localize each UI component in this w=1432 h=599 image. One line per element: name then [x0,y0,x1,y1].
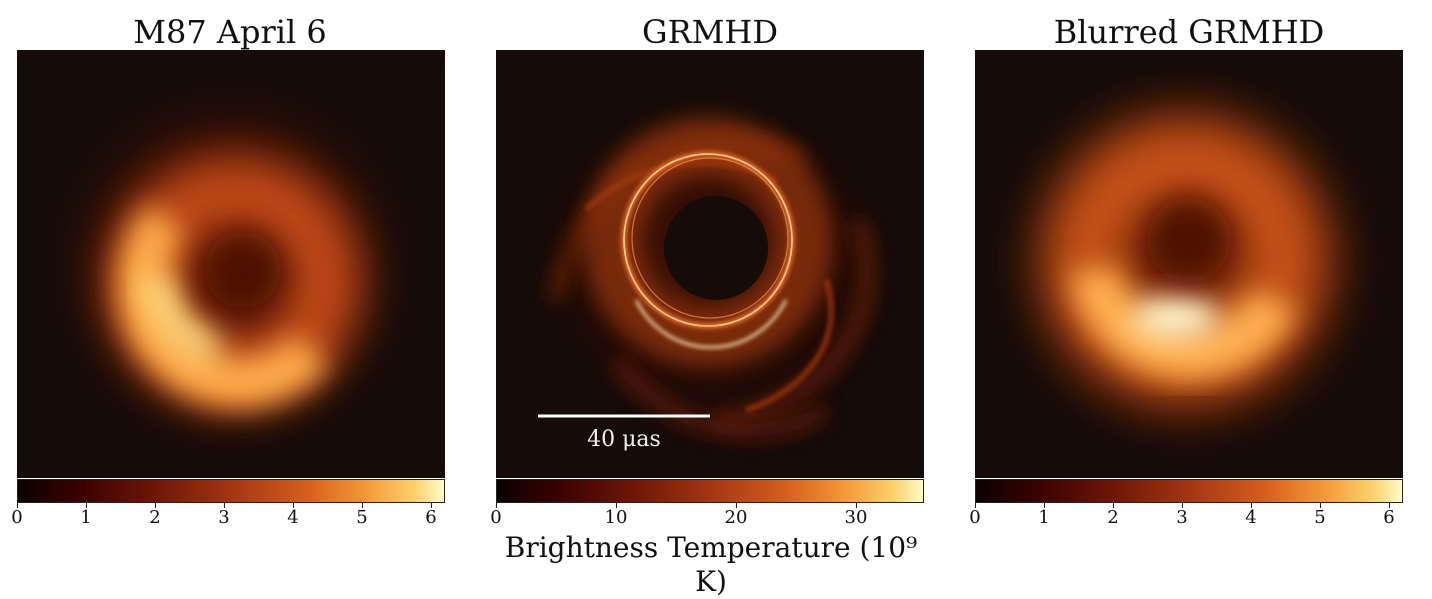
tick-label: 3 [1176,507,1188,528]
tick-label: 2 [1107,507,1119,528]
tick-label: 2 [149,507,161,528]
panel-title-m87: M87 April 6 [133,13,327,51]
tick-label: 0 [969,507,981,528]
colorbar-grmhd [496,479,924,503]
blurred-grmhd-image [975,50,1403,478]
panel-title-grmhd: GRMHD [642,13,778,51]
scale-bar-label: 40 μas [587,427,661,452]
colorbar-caption: Brightness Temperature (10⁹ K) [504,531,918,598]
colorbar-ticks-m87: 0 1 2 3 4 5 6 [11,502,445,532]
panel-title-blurred: Blurred GRMHD [1053,13,1325,51]
tick-label: 5 [356,507,368,528]
m87-image [17,50,445,478]
tick-label: 1 [1038,507,1050,528]
tick-label: 10 [604,507,628,528]
tick-label: 20 [724,507,748,528]
tick-label: 6 [425,507,437,528]
tick-label: 0 [11,507,23,528]
colorbar-ticks-grmhd: 0 10 20 30 [490,502,924,532]
colorbar-m87 [17,479,445,503]
colorbar-blurred [975,479,1403,503]
tick-label: 5 [1314,507,1326,528]
tick-label: 3 [218,507,230,528]
tick-label: 4 [1245,507,1257,528]
tick-label: 1 [80,507,92,528]
grmhd-image: 40 μas [496,50,924,478]
tick-label: 30 [844,507,868,528]
colorbar-ticks-blurred: 0 1 2 3 4 5 6 [969,502,1403,532]
tick-label: 6 [1383,507,1395,528]
tick-label: 0 [490,507,502,528]
tick-label: 4 [287,507,299,528]
